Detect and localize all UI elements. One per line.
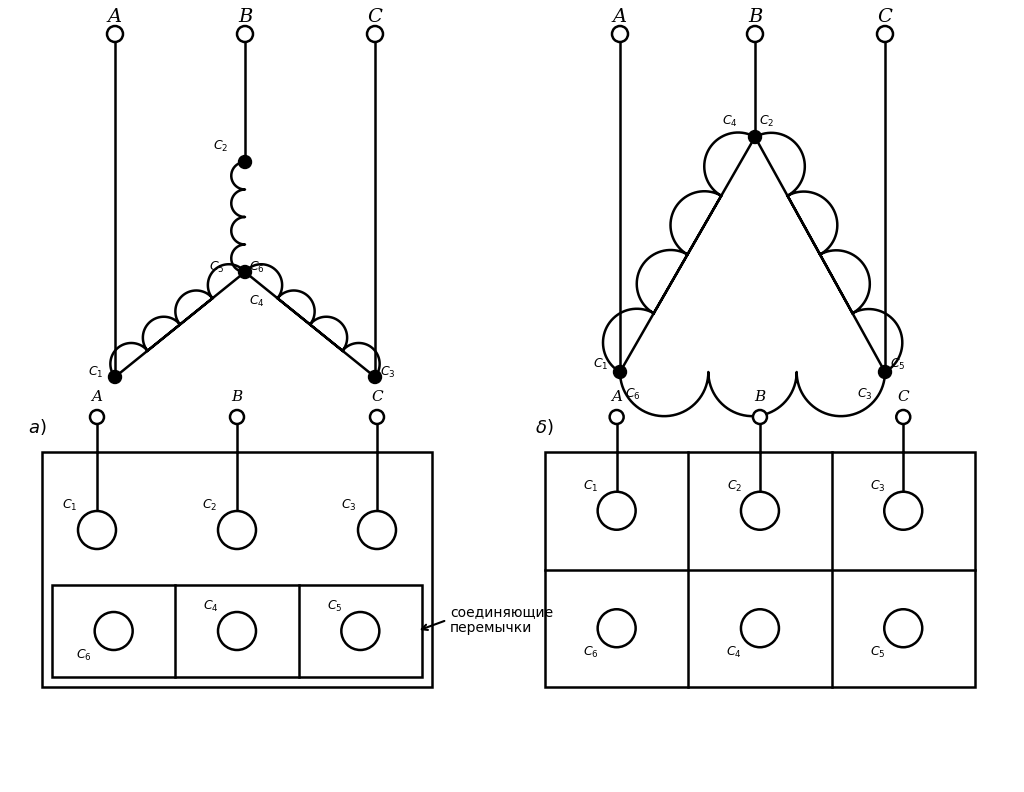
Text: $C_4$: $C_4$ <box>204 599 219 614</box>
Text: B: B <box>231 390 243 404</box>
Text: $a)$: $a)$ <box>28 417 46 437</box>
Text: $C_2$: $C_2$ <box>759 114 774 129</box>
Circle shape <box>370 410 384 424</box>
Bar <box>545 452 975 687</box>
Text: C: C <box>878 8 893 26</box>
Circle shape <box>94 612 133 650</box>
Circle shape <box>885 609 923 647</box>
Text: A: A <box>613 8 627 26</box>
Text: $C_5$: $C_5$ <box>210 260 225 275</box>
Text: $C_1$: $C_1$ <box>87 364 103 379</box>
Circle shape <box>218 511 256 549</box>
Circle shape <box>741 492 779 530</box>
Circle shape <box>237 26 253 42</box>
Circle shape <box>369 371 382 383</box>
Circle shape <box>753 410 767 424</box>
Text: $\delta)$: $\delta)$ <box>535 417 553 437</box>
Text: B: B <box>748 8 762 26</box>
Circle shape <box>896 410 910 424</box>
Circle shape <box>877 26 893 42</box>
Circle shape <box>598 609 636 647</box>
Text: $C_4$: $C_4$ <box>249 294 265 309</box>
Circle shape <box>741 609 779 647</box>
Text: $C_5$: $C_5$ <box>869 645 886 661</box>
Text: $C_6$: $C_6$ <box>249 260 265 275</box>
Circle shape <box>598 492 636 530</box>
Circle shape <box>109 371 122 383</box>
Text: $C_1$: $C_1$ <box>593 356 608 371</box>
Text: $C_3$: $C_3$ <box>869 478 886 493</box>
Bar <box>42 452 432 687</box>
Circle shape <box>341 612 379 650</box>
Text: $C_2$: $C_2$ <box>202 498 217 513</box>
Text: $C_1$: $C_1$ <box>61 498 77 513</box>
Circle shape <box>239 265 252 279</box>
Text: A: A <box>611 390 623 404</box>
Text: C: C <box>897 390 909 404</box>
Circle shape <box>749 131 762 143</box>
Text: A: A <box>108 8 122 26</box>
Text: $C_6$: $C_6$ <box>76 648 92 663</box>
Text: $C_2$: $C_2$ <box>213 139 228 154</box>
Text: B: B <box>755 390 766 404</box>
Circle shape <box>78 511 116 549</box>
Text: $C_3$: $C_3$ <box>341 498 357 513</box>
Text: C: C <box>368 8 382 26</box>
Text: $C_4$: $C_4$ <box>722 114 738 129</box>
Bar <box>52 585 422 677</box>
Circle shape <box>218 612 256 650</box>
Text: $C_2$: $C_2$ <box>727 478 742 493</box>
Text: $C_3$: $C_3$ <box>857 387 873 402</box>
Circle shape <box>106 26 123 42</box>
Circle shape <box>367 26 383 42</box>
Circle shape <box>746 26 763 42</box>
Text: $C_4$: $C_4$ <box>726 645 742 661</box>
Circle shape <box>239 155 252 169</box>
Text: $C_5$: $C_5$ <box>890 356 905 371</box>
Text: $C_5$: $C_5$ <box>327 599 342 614</box>
Text: $C_6$: $C_6$ <box>625 387 641 402</box>
Text: C: C <box>371 390 383 404</box>
Text: $C_3$: $C_3$ <box>380 364 395 379</box>
Text: $C_6$: $C_6$ <box>583 645 599 661</box>
Text: B: B <box>238 8 252 26</box>
Circle shape <box>885 492 923 530</box>
Circle shape <box>879 365 892 379</box>
Circle shape <box>358 511 396 549</box>
Text: A: A <box>91 390 102 404</box>
Circle shape <box>230 410 244 424</box>
Text: $C_1$: $C_1$ <box>584 478 599 493</box>
Circle shape <box>612 26 628 42</box>
Circle shape <box>609 410 624 424</box>
Circle shape <box>613 365 627 379</box>
Text: соединяющие
перемычки: соединяющие перемычки <box>450 605 553 635</box>
Circle shape <box>90 410 104 424</box>
